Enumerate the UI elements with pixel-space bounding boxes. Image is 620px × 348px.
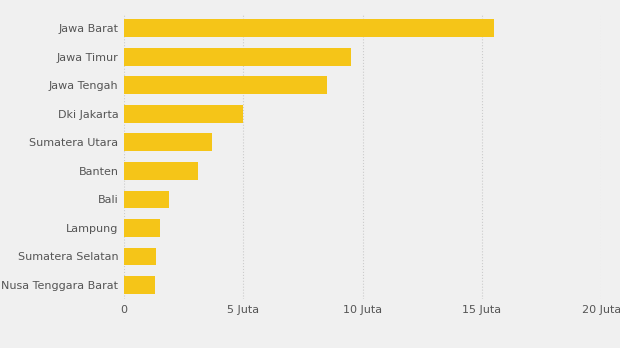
Bar — [124, 77, 327, 94]
Bar — [124, 248, 156, 265]
Bar — [124, 162, 198, 180]
Bar — [124, 19, 494, 37]
Bar — [124, 48, 351, 65]
Bar — [124, 219, 160, 237]
Bar — [124, 134, 212, 151]
Bar — [124, 105, 243, 122]
Bar — [124, 191, 169, 208]
Bar — [124, 276, 155, 294]
